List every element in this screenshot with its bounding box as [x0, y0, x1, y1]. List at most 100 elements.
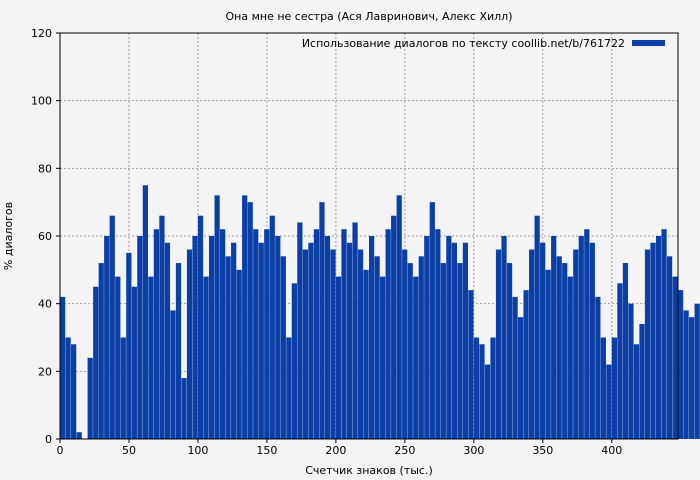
bar [506, 263, 513, 439]
bar [479, 344, 485, 439]
bar [380, 276, 386, 439]
bar [181, 378, 187, 439]
bar [672, 276, 678, 439]
bar [346, 242, 353, 439]
bar [435, 229, 441, 439]
bar [661, 229, 667, 439]
bar [622, 263, 629, 439]
bar [457, 263, 463, 439]
bar [148, 276, 154, 439]
bar [236, 269, 242, 439]
bar [694, 303, 700, 439]
bar [87, 357, 93, 439]
x-axis-ticks: 0 50 100 150 200 250 300 350 400 [57, 439, 622, 457]
bar [655, 236, 662, 439]
bar [330, 249, 336, 439]
bar [606, 364, 612, 439]
bar [175, 263, 182, 439]
legend-label: Использование диалогов по тексту coollib… [302, 37, 625, 50]
bar [115, 276, 121, 439]
bar [385, 229, 391, 439]
bar [562, 263, 568, 439]
bar [628, 303, 634, 439]
bar [556, 256, 562, 439]
bar [573, 249, 579, 439]
x-tick-label: 300 [463, 444, 484, 457]
bar [611, 337, 618, 439]
bar [335, 276, 342, 439]
bar [369, 236, 375, 439]
bar [192, 236, 198, 439]
bar [159, 215, 165, 439]
y-tick-label: 120 [31, 27, 52, 40]
bar [396, 195, 402, 439]
bar [501, 236, 507, 439]
bar [639, 323, 645, 439]
bar [258, 242, 264, 439]
bar [203, 276, 209, 439]
bar [352, 222, 358, 439]
bar [683, 310, 689, 439]
bar [242, 195, 248, 439]
bar [644, 249, 651, 439]
bar [666, 256, 673, 439]
bar [689, 317, 695, 439]
bar [495, 249, 502, 439]
bar [363, 269, 369, 439]
bar [407, 263, 413, 439]
bar [170, 310, 176, 439]
bar-series [60, 185, 700, 439]
x-tick-label: 150 [256, 444, 277, 457]
bar [534, 215, 540, 439]
y-tick-label: 20 [38, 365, 52, 378]
bar [545, 269, 551, 439]
bar [247, 202, 253, 439]
bar [595, 296, 601, 439]
bar [650, 242, 656, 439]
bar [517, 317, 524, 439]
bar [551, 236, 557, 439]
bar [341, 229, 347, 439]
bar [523, 290, 529, 439]
bar [142, 185, 148, 439]
x-tick-label: 50 [122, 444, 136, 457]
bar [131, 286, 137, 439]
bar [126, 252, 132, 439]
x-tick-label: 400 [601, 444, 622, 457]
bar [109, 215, 115, 439]
bar [468, 290, 474, 439]
bar [413, 276, 419, 439]
bar [253, 229, 259, 439]
bar [313, 229, 320, 439]
bar [490, 337, 496, 439]
bar [220, 229, 226, 439]
bar [71, 344, 77, 439]
bar [186, 249, 193, 439]
bar [402, 249, 408, 439]
x-tick-label: 350 [532, 444, 553, 457]
bar [137, 236, 143, 439]
legend-swatch [632, 40, 665, 46]
bar [275, 236, 281, 439]
bar [280, 256, 286, 439]
bar [440, 263, 446, 439]
bar [60, 296, 66, 439]
bar [104, 236, 110, 439]
bar [302, 249, 309, 439]
x-tick-label: 250 [394, 444, 415, 457]
bar [269, 215, 275, 439]
bar [357, 249, 364, 439]
bar [418, 256, 424, 439]
bar [512, 296, 518, 439]
bar [120, 337, 126, 439]
bar [164, 242, 171, 439]
bar [633, 344, 640, 439]
bar [446, 236, 452, 439]
bar [93, 286, 99, 439]
x-tick-label: 100 [187, 444, 208, 457]
x-axis-label: Счетчик знаков (тыс.) [305, 464, 433, 477]
bar [208, 236, 215, 439]
bar [391, 215, 397, 439]
bar [374, 256, 380, 439]
